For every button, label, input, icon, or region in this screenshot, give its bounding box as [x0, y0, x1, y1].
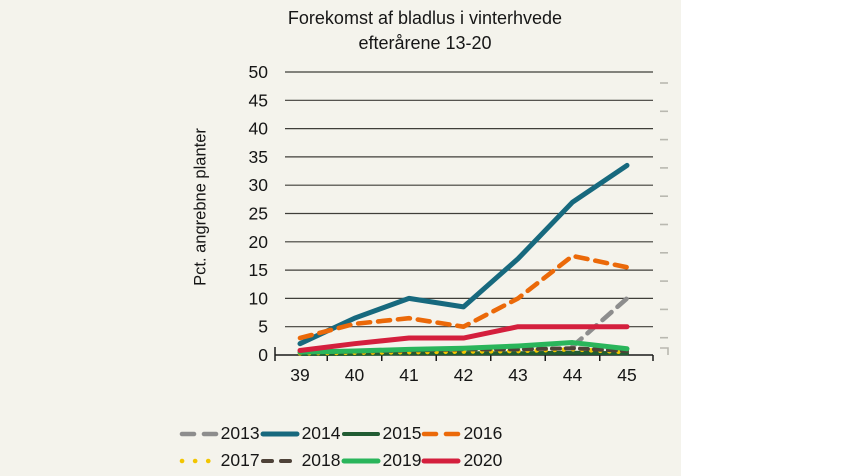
legend-label-2013: 2013: [220, 423, 260, 443]
legend-item-2017: 2017: [179, 450, 260, 471]
y-tick-label-10: 10: [249, 288, 269, 308]
legend-label-2019: 2019: [382, 450, 422, 470]
series-line-2016: [297, 253, 630, 341]
x-tick-label-45: 45: [617, 365, 636, 385]
y-tick-label-45: 45: [249, 90, 268, 110]
legend-swatch-2013-icon: [179, 431, 218, 436]
y-tick-label-35: 35: [249, 147, 268, 167]
series-line-2020: [297, 324, 630, 353]
legend-item-2020: 2020: [421, 450, 502, 471]
legend-label-2017: 2017: [220, 450, 260, 470]
legend-label-2020: 2020: [463, 450, 503, 470]
y-tick-label-15: 15: [249, 260, 268, 280]
legend-label-2018: 2018: [301, 450, 341, 470]
series-line-2019: [297, 340, 630, 355]
legend-swatch-2014-icon: [260, 431, 300, 436]
y-tick-label-40: 40: [249, 119, 269, 139]
legend-swatch-2018-icon: [260, 458, 299, 463]
legend-swatch-2015-icon: [341, 431, 380, 436]
y-tick-label-5: 5: [258, 317, 268, 337]
legend-item-2016: 2016: [421, 423, 502, 444]
secondary-axis-corner: [660, 347, 669, 355]
x-tick-label-43: 43: [508, 365, 527, 385]
chart-title-line2: efterårene 13-20: [358, 33, 492, 53]
legend-swatch-2020-icon: [421, 458, 461, 463]
y-tick-label-50: 50: [249, 62, 269, 82]
legend-swatch-2017-icon: [179, 458, 218, 463]
y-tick-label-25: 25: [249, 204, 268, 224]
legend: 2013 2014 2015 2016 2017 2018: [0, 420, 681, 474]
legend-item-2018: 2018: [260, 450, 341, 471]
x-tick-label-40: 40: [345, 365, 365, 385]
legend-row-2: 2017 2018 2019 2020: [179, 447, 502, 474]
y-tick-label-0: 0: [258, 345, 268, 365]
legend-swatch-2016-icon: [422, 431, 461, 436]
x-tick-label-42: 42: [454, 365, 473, 385]
legend-label-2014: 2014: [301, 423, 341, 443]
series-line-2013: [570, 296, 630, 349]
y-tick-label-30: 30: [249, 175, 269, 195]
legend-item-2015: 2015: [341, 423, 422, 444]
chart-title: Forekomst af bladlus i vinterhvede efter…: [175, 6, 675, 56]
x-tick-label-44: 44: [563, 365, 583, 385]
y-tick-label-20: 20: [249, 232, 269, 252]
legend-item-2014: 2014: [260, 423, 341, 444]
x-tick-label-41: 41: [399, 365, 418, 385]
legend-label-2016: 2016: [463, 423, 503, 443]
legend-item-2013: 2013: [179, 423, 260, 444]
series-line-2014: [297, 162, 630, 347]
plot-area: 0 5 10 15 20 25 30 35 40 45 50 39 40 41 42 43 44 45: [249, 62, 669, 385]
legend-label-2015: 2015: [382, 423, 422, 443]
legend-row-1: 2013 2014 2015 2016: [179, 420, 502, 447]
chart-title-line1: Forekomst af bladlus i vinterhvede: [287, 8, 563, 28]
chart-figure: Forekomst af bladlus i vinterhvede efter…: [0, 0, 681, 476]
legend-swatch-2019-icon: [341, 458, 380, 463]
legend-item-2019: 2019: [341, 450, 422, 471]
x-tick-label-39: 39: [290, 365, 309, 385]
